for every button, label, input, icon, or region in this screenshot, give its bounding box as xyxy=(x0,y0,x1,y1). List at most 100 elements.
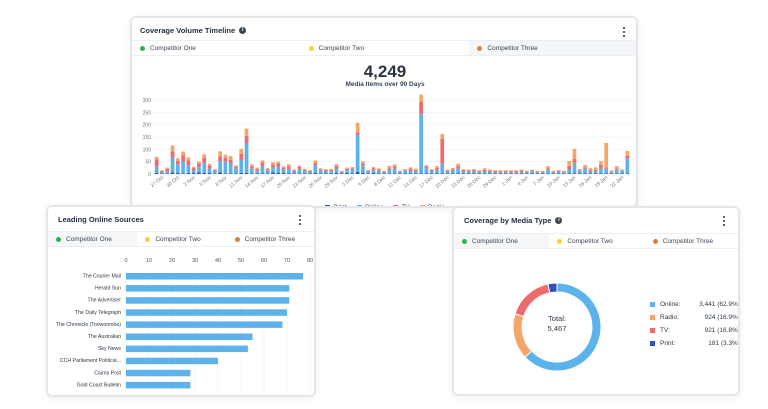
timeline-bar-tv[interactable] xyxy=(249,166,254,169)
timeline-bar-tv[interactable] xyxy=(424,166,429,169)
timeline-bar-online[interactable] xyxy=(493,172,497,174)
timeline-bar-tv[interactable] xyxy=(456,166,460,169)
timeline-bar-tv[interactable] xyxy=(244,136,249,144)
timeline-bar-online[interactable] xyxy=(186,165,191,173)
timeline-bar-radio[interactable] xyxy=(223,154,228,158)
timeline-bar-radio[interactable] xyxy=(588,168,593,171)
timeline-bar-tv[interactable] xyxy=(562,171,566,173)
timeline-bar-radio[interactable] xyxy=(324,169,328,170)
timeline-bar-radio[interactable] xyxy=(509,170,513,172)
timeline-bar-online[interactable] xyxy=(572,163,577,174)
timeline-bar-online[interactable] xyxy=(625,158,630,174)
timeline-bar-tv[interactable] xyxy=(324,169,328,172)
timeline-bar-radio[interactable] xyxy=(260,160,265,163)
timeline-bar-tv[interactable] xyxy=(239,153,244,160)
timeline-bar-online[interactable] xyxy=(223,161,228,174)
timeline-bar-radio[interactable] xyxy=(329,168,334,171)
timeline-bar-radio[interactable] xyxy=(355,122,360,133)
timeline-bar-print[interactable] xyxy=(186,172,191,174)
timeline-bar-online[interactable] xyxy=(324,171,328,174)
timeline-bar-tv[interactable] xyxy=(297,166,302,169)
timeline-bar-print[interactable] xyxy=(212,173,217,174)
timeline-bar-tv[interactable] xyxy=(271,164,275,168)
timeline-tab-3[interactable]: Competitor Three xyxy=(469,41,636,55)
timeline-bar-print[interactable] xyxy=(355,172,360,174)
timeline-bar-online[interactable] xyxy=(382,172,386,174)
timeline-bar-print[interactable] xyxy=(588,173,593,174)
timeline-bar-online[interactable] xyxy=(398,172,402,174)
timeline-bar-radio[interactable] xyxy=(477,170,482,172)
legend-item-print[interactable]: Print xyxy=(325,204,347,206)
source-bar[interactable] xyxy=(126,309,287,316)
timeline-bar-tv[interactable] xyxy=(461,169,466,172)
timeline-bar-online[interactable] xyxy=(450,170,455,174)
timeline-bar-radio[interactable] xyxy=(165,167,170,169)
sources-tab-1[interactable]: Competitor One xyxy=(48,232,138,246)
timeline-bar-radio[interactable] xyxy=(440,134,445,139)
timeline-bar-radio[interactable] xyxy=(609,170,614,172)
timeline-bar-print[interactable] xyxy=(361,173,365,174)
timeline-bar-radio[interactable] xyxy=(244,128,249,137)
timeline-bar-radio[interactable] xyxy=(334,164,339,167)
timeline-bar-print[interactable] xyxy=(255,173,259,174)
timeline-bar-tv[interactable] xyxy=(572,158,577,164)
timeline-bar-tv[interactable] xyxy=(408,168,413,172)
timeline-bar-radio[interactable] xyxy=(387,165,392,169)
timeline-bar-radio[interactable] xyxy=(160,170,164,172)
timeline-bar-online[interactable] xyxy=(577,171,582,174)
timeline-bar-print[interactable] xyxy=(287,173,291,174)
timeline-bar-print[interactable] xyxy=(271,172,275,174)
timeline-bar-online[interactable] xyxy=(170,157,175,173)
timeline-bar-radio[interactable] xyxy=(604,142,609,168)
timeline-bar-tv[interactable] xyxy=(583,167,587,169)
timeline-bar-online[interactable] xyxy=(424,168,429,174)
timeline-bar-online[interactable] xyxy=(281,169,286,174)
timeline-bar-radio[interactable] xyxy=(535,170,540,172)
timeline-bar-radio[interactable] xyxy=(308,170,312,171)
timeline-bar-radio[interactable] xyxy=(249,164,254,167)
timeline-bar-print[interactable] xyxy=(244,173,249,174)
timeline-bar-online[interactable] xyxy=(292,171,297,174)
timeline-bar-tv[interactable] xyxy=(604,167,609,169)
sources-menu-icon[interactable] xyxy=(296,214,304,226)
timeline-bar-radio[interactable] xyxy=(429,169,434,170)
timeline-bar-online[interactable] xyxy=(519,171,524,174)
timeline-bar-print[interactable] xyxy=(181,173,185,174)
timeline-bar-print[interactable] xyxy=(424,173,429,174)
timeline-bar-radio[interactable] xyxy=(556,170,561,171)
timeline-bar-tv[interactable] xyxy=(382,171,386,173)
timeline-bar-tv[interactable] xyxy=(334,166,339,169)
timeline-bar-online[interactable] xyxy=(297,168,302,174)
timeline-bar-online[interactable] xyxy=(614,169,619,174)
timeline-bar-tv[interactable] xyxy=(371,168,376,171)
timeline-bar-print[interactable] xyxy=(345,173,349,174)
timeline-bar-tv[interactable] xyxy=(207,165,212,169)
timeline-bar-tv[interactable] xyxy=(287,166,291,169)
timeline-bar-print[interactable] xyxy=(218,172,222,174)
timeline-bar-print[interactable] xyxy=(318,173,323,174)
timeline-bar-radio[interactable] xyxy=(519,169,524,171)
timeline-bar-tv[interactable] xyxy=(466,170,471,172)
source-bar[interactable] xyxy=(126,381,191,389)
timeline-bar-tv[interactable] xyxy=(620,170,624,172)
timeline-bar-tv[interactable] xyxy=(472,169,476,172)
timeline-bar-tv[interactable] xyxy=(191,168,196,171)
timeline-bar-tv[interactable] xyxy=(345,168,349,171)
timeline-bar-radio[interactable] xyxy=(297,165,302,167)
timeline-bar-radio[interactable] xyxy=(593,167,598,170)
timeline-bar-tv[interactable] xyxy=(482,169,487,172)
timeline-bar-print[interactable] xyxy=(191,173,196,174)
timeline-bar-radio[interactable] xyxy=(271,162,275,165)
media-menu-icon[interactable] xyxy=(720,215,728,227)
timeline-bar-print[interactable] xyxy=(170,172,175,174)
timeline-bar-tv[interactable] xyxy=(609,171,614,173)
timeline-bar-radio[interactable] xyxy=(577,169,582,171)
timeline-bar-print[interactable] xyxy=(207,173,212,174)
timeline-bar-online[interactable] xyxy=(160,172,164,174)
timeline-bar-print[interactable] xyxy=(175,173,180,174)
timeline-bar-print[interactable] xyxy=(297,173,302,174)
media-tab-1[interactable]: Competitor One xyxy=(454,234,550,248)
timeline-bar-online[interactable] xyxy=(540,172,545,174)
timeline-bar-radio[interactable] xyxy=(424,165,429,167)
timeline-bar-radio[interactable] xyxy=(620,169,624,171)
